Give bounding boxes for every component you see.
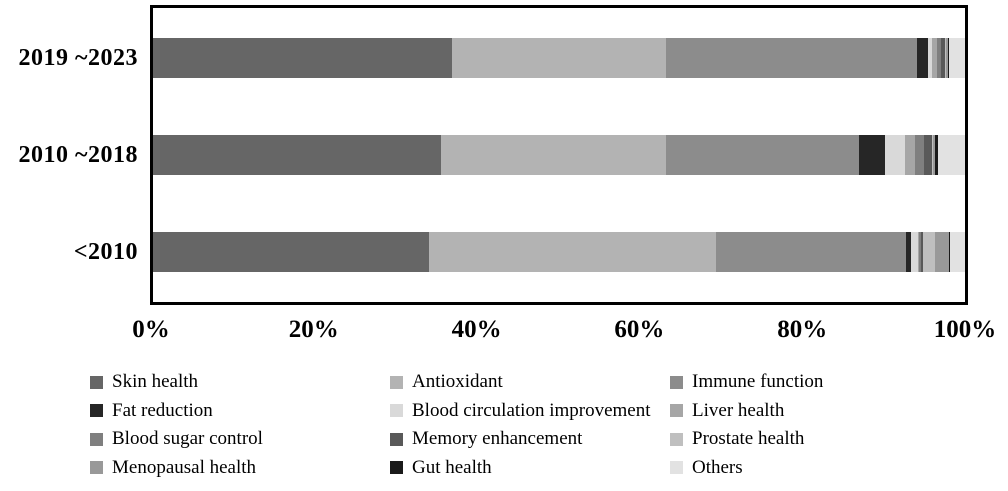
legend-item-antioxidant: Antioxidant bbox=[390, 371, 670, 393]
legend-item-liver-health: Liver health bbox=[670, 400, 960, 422]
category-label-2019-2023: 2019 ~2023 bbox=[18, 45, 138, 71]
legend-label: Memory enhancement bbox=[412, 428, 583, 450]
legend-label: Blood sugar control bbox=[112, 428, 263, 450]
bar-segment-liver-health bbox=[917, 232, 920, 272]
bar-segment-immune-function bbox=[666, 135, 860, 175]
bar-segment-gut-health bbox=[934, 135, 939, 175]
bar-segment-blood-circulation-improvement bbox=[885, 135, 905, 175]
bar-segment-fat-reduction bbox=[859, 135, 886, 175]
bar-segment-memory-enhancement bbox=[921, 232, 923, 272]
stacked-bar-2010 bbox=[153, 232, 965, 272]
legend-swatch-icon bbox=[390, 461, 403, 475]
legend-item-memory-enhancement: Memory enhancement bbox=[390, 428, 670, 450]
legend-label: Fat reduction bbox=[112, 399, 213, 421]
legend-label: Antioxidant bbox=[412, 371, 503, 393]
bar-segment-immune-function bbox=[715, 232, 906, 272]
bar-segment-liver-health bbox=[932, 38, 937, 78]
legend: Skin health Antioxidant Immune function Fat… bbox=[90, 368, 960, 482]
bar-segment-skin-health bbox=[153, 232, 430, 272]
legend-item-fat-reduction: Fat reduction bbox=[90, 400, 390, 422]
bar-segment-others bbox=[938, 135, 965, 175]
legend-swatch-icon bbox=[670, 461, 683, 475]
bar-segment-prostate-health bbox=[931, 135, 934, 175]
legend-item-skin-health: Skin health bbox=[90, 371, 390, 393]
category-label-2010-2018: 2010 ~2018 bbox=[18, 142, 138, 168]
bar-segment-menopausal-health bbox=[934, 232, 950, 272]
legend-label: Menopausal health bbox=[112, 456, 257, 478]
legend-swatch-icon bbox=[390, 404, 403, 418]
legend-swatch-icon bbox=[670, 375, 683, 389]
legend-swatch-icon bbox=[670, 404, 683, 418]
bar-segment-fat-reduction bbox=[917, 38, 928, 78]
stacked-bar-2019-2023 bbox=[153, 38, 965, 78]
bar-segment-prostate-health bbox=[922, 232, 935, 272]
bar-segment-memory-enhancement bbox=[940, 38, 945, 78]
legend-label: Others bbox=[692, 456, 743, 478]
legend-item-blood-circulation-improvement: Blood circulation improvement bbox=[390, 400, 670, 422]
legend-label: Gut health bbox=[412, 456, 492, 478]
bar-segment-blood-sugar-control bbox=[936, 38, 941, 78]
x-tick-label-20: 20% bbox=[288, 316, 339, 343]
legend-swatch-icon bbox=[90, 404, 103, 418]
legend-swatch-icon bbox=[390, 375, 403, 389]
bar-segment-gut-health bbox=[949, 232, 951, 272]
legend-label: Immune function bbox=[692, 371, 824, 393]
bar-segment-blood-circulation-improvement bbox=[927, 38, 933, 78]
legend-label: Prostate health bbox=[692, 428, 805, 450]
bar-segment-gut-health bbox=[947, 38, 950, 78]
x-tick-label-100: 100% bbox=[933, 316, 997, 343]
legend-label: Skin health bbox=[112, 371, 199, 393]
bar-segment-antioxidant bbox=[451, 38, 667, 78]
bar-segment-blood-sugar-control bbox=[915, 135, 924, 175]
bar-segment-immune-function bbox=[666, 38, 918, 78]
bar-segment-skin-health bbox=[153, 135, 442, 175]
legend-swatch-icon bbox=[90, 432, 103, 446]
legend-swatch-icon bbox=[90, 375, 103, 389]
plot-area bbox=[150, 5, 968, 305]
legend-item-others: Others bbox=[670, 457, 960, 479]
legend-swatch-icon bbox=[390, 432, 403, 446]
category-label-2010: <2010 bbox=[73, 239, 138, 265]
legend-item-prostate-health: Prostate health bbox=[670, 428, 960, 450]
bar-segment-menopausal-health bbox=[946, 38, 948, 78]
legend-label: Blood circulation improvement bbox=[412, 399, 651, 421]
legend-item-gut-health: Gut health bbox=[390, 457, 670, 479]
bar-segment-liver-health bbox=[904, 135, 916, 175]
bar-segment-antioxidant bbox=[429, 232, 716, 272]
legend-label: Liver health bbox=[692, 399, 785, 421]
x-axis: 0% 20% 40% 60% 80% 100% bbox=[132, 316, 996, 352]
bar-segment-menopausal-health bbox=[933, 135, 935, 175]
bar-segment-blood-sugar-control bbox=[919, 232, 922, 272]
bar-segment-others bbox=[949, 38, 965, 78]
bar-segment-fat-reduction bbox=[905, 232, 911, 272]
legend-swatch-icon bbox=[670, 432, 683, 446]
bar-segment-prostate-health bbox=[944, 38, 947, 78]
x-tick-label-0: 0% bbox=[132, 316, 170, 343]
bar-segment-skin-health bbox=[153, 38, 452, 78]
legend-item-blood-sugar-control: Blood sugar control bbox=[90, 428, 390, 450]
x-tick-label-80: 80% bbox=[777, 316, 828, 343]
legend-swatch-icon bbox=[90, 461, 103, 475]
legend-item-immune-function: Immune function bbox=[670, 371, 960, 393]
x-tick-label-40: 40% bbox=[451, 316, 502, 343]
x-tick-label-60: 60% bbox=[614, 316, 665, 343]
bars-area bbox=[153, 8, 965, 302]
stacked-bar-2010-2018 bbox=[153, 135, 965, 175]
bar-segment-memory-enhancement bbox=[923, 135, 932, 175]
bar-segment-antioxidant bbox=[441, 135, 667, 175]
legend-item-menopausal-health: Menopausal health bbox=[90, 457, 390, 479]
bar-segment-blood-circulation-improvement bbox=[910, 232, 918, 272]
bar-segment-others bbox=[950, 232, 965, 272]
